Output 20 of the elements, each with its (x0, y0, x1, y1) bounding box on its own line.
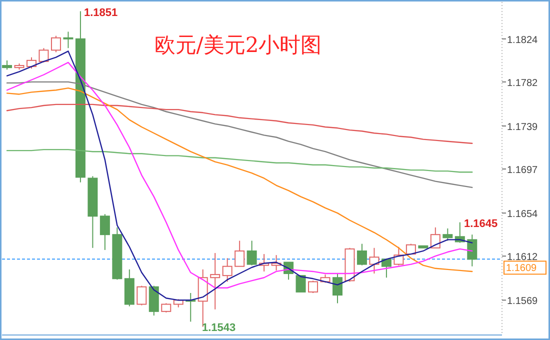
line-series (6, 104, 473, 144)
y-tick-label: 1.1739 (507, 122, 538, 133)
candlestick (75, 10, 86, 183)
y-tick-label: 1.1697 (507, 165, 538, 176)
y-tick-label: 1.1612 (507, 252, 538, 264)
line-series (6, 81, 473, 188)
annotation: 1.1851 (84, 7, 118, 19)
candlestick (210, 252, 220, 310)
candlestick (63, 31, 74, 49)
y-tick-label: 1.1654 (507, 209, 538, 220)
annotation: 1.1543 (202, 322, 236, 334)
y-tick-label: 1.1782 (507, 78, 538, 89)
annotation: 1.1645 (464, 218, 498, 230)
candlestick (369, 247, 380, 274)
text: 欧元/美元2小时图 (154, 33, 322, 57)
candlestick (467, 234, 478, 267)
y-tick-label: 1.1569 (507, 296, 538, 308)
line-series (6, 148, 473, 173)
y-tick-label: 1.1824 (507, 34, 538, 46)
ref-line-label: 1.1609 (506, 263, 538, 274)
